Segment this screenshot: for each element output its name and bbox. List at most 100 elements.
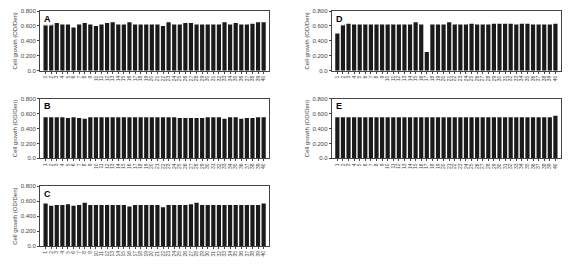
- svg-text:34: 34: [518, 163, 524, 169]
- svg-text:20: 20: [148, 163, 154, 169]
- svg-text:10: 10: [93, 75, 99, 81]
- svg-text:14: 14: [115, 251, 121, 257]
- svg-text:14: 14: [407, 163, 413, 169]
- svg-text:1: 1: [42, 75, 48, 78]
- svg-text:18: 18: [429, 163, 435, 169]
- svg-text:20: 20: [440, 75, 446, 81]
- svg-text:33: 33: [513, 163, 519, 169]
- svg-text:13: 13: [109, 251, 115, 257]
- svg-text:29: 29: [199, 75, 205, 81]
- svg-text:D: D: [336, 14, 343, 24]
- svg-text:32: 32: [216, 75, 222, 81]
- svg-text:18: 18: [137, 251, 143, 257]
- svg-text:0.0: 0.0: [319, 68, 328, 74]
- svg-text:9: 9: [379, 163, 385, 166]
- svg-text:30: 30: [204, 163, 210, 169]
- svg-text:40: 40: [260, 75, 266, 81]
- svg-text:19: 19: [435, 163, 441, 169]
- svg-text:32: 32: [507, 75, 513, 81]
- svg-text:5: 5: [356, 75, 362, 78]
- svg-text:35: 35: [524, 163, 530, 169]
- svg-text:36: 36: [238, 163, 244, 169]
- svg-text:22: 22: [451, 163, 457, 169]
- svg-text:30: 30: [496, 75, 502, 81]
- svg-text:23: 23: [457, 163, 463, 169]
- svg-text:Cell growth (OD/Den): Cell growth (OD/Den): [12, 12, 18, 69]
- svg-text:9: 9: [87, 251, 93, 254]
- svg-text:23: 23: [165, 251, 171, 257]
- svg-text:37: 37: [244, 251, 250, 257]
- svg-text:27: 27: [188, 75, 194, 81]
- svg-text:28: 28: [193, 75, 199, 81]
- svg-text:2: 2: [48, 163, 54, 166]
- svg-text:39: 39: [255, 251, 261, 257]
- svg-text:26: 26: [182, 251, 188, 257]
- svg-text:40: 40: [260, 163, 266, 169]
- svg-text:38: 38: [541, 75, 547, 81]
- svg-text:12: 12: [104, 75, 110, 81]
- svg-text:13: 13: [109, 75, 115, 81]
- svg-text:0.0: 0.0: [27, 155, 36, 161]
- svg-text:31: 31: [210, 163, 216, 169]
- svg-text:25: 25: [176, 251, 182, 257]
- svg-text:6: 6: [70, 75, 76, 78]
- svg-text:32: 32: [216, 251, 222, 257]
- svg-text:5: 5: [356, 163, 362, 166]
- svg-text:8: 8: [81, 251, 87, 254]
- svg-text:39: 39: [546, 75, 552, 81]
- svg-text:14: 14: [115, 163, 121, 169]
- svg-text:1: 1: [334, 75, 340, 78]
- svg-text:22: 22: [451, 75, 457, 81]
- svg-text:A: A: [44, 14, 51, 24]
- svg-text:38: 38: [249, 251, 255, 257]
- svg-text:10: 10: [384, 75, 390, 81]
- svg-text:0.0: 0.0: [319, 155, 328, 161]
- svg-text:0.200: 0.200: [21, 53, 37, 59]
- svg-text:12: 12: [104, 251, 110, 257]
- svg-text:9: 9: [87, 163, 93, 166]
- svg-text:3: 3: [53, 75, 59, 78]
- svg-text:3: 3: [53, 251, 59, 254]
- svg-text:17: 17: [423, 163, 429, 169]
- svg-text:7: 7: [368, 163, 374, 166]
- svg-text:24: 24: [171, 251, 177, 257]
- svg-text:19: 19: [143, 75, 149, 81]
- svg-text:16: 16: [418, 75, 424, 81]
- svg-text:10: 10: [384, 163, 390, 169]
- svg-text:27: 27: [188, 251, 194, 257]
- svg-text:25: 25: [176, 163, 182, 169]
- svg-text:23: 23: [457, 75, 463, 81]
- svg-text:39: 39: [255, 75, 261, 81]
- svg-text:2: 2: [48, 251, 54, 254]
- svg-text:36: 36: [238, 75, 244, 81]
- svg-text:13: 13: [401, 163, 407, 169]
- svg-text:4: 4: [351, 75, 357, 78]
- svg-text:11: 11: [98, 75, 104, 80]
- svg-text:3: 3: [345, 75, 351, 78]
- svg-text:38: 38: [249, 163, 255, 169]
- svg-text:22: 22: [160, 251, 166, 257]
- svg-text:15: 15: [412, 75, 418, 81]
- svg-text:0.600: 0.600: [21, 111, 37, 117]
- svg-text:0.400: 0.400: [21, 213, 37, 219]
- svg-text:37: 37: [535, 163, 541, 169]
- svg-text:0.400: 0.400: [21, 38, 37, 44]
- svg-text:40: 40: [260, 251, 266, 257]
- svg-text:30: 30: [204, 75, 210, 81]
- svg-text:8: 8: [373, 75, 379, 78]
- svg-text:15: 15: [120, 163, 126, 169]
- svg-text:16: 16: [126, 251, 132, 257]
- svg-text:0.200: 0.200: [313, 53, 329, 59]
- svg-text:0.200: 0.200: [21, 141, 37, 147]
- svg-text:8: 8: [81, 75, 87, 78]
- svg-text:26: 26: [474, 75, 480, 81]
- svg-text:9: 9: [87, 75, 93, 78]
- svg-text:8: 8: [373, 163, 379, 166]
- svg-text:19: 19: [435, 75, 441, 81]
- svg-text:18: 18: [429, 75, 435, 81]
- svg-text:0.600: 0.600: [21, 198, 37, 204]
- svg-text:13: 13: [109, 163, 115, 169]
- svg-text:8: 8: [81, 163, 87, 166]
- svg-text:33: 33: [221, 163, 227, 169]
- svg-text:7: 7: [76, 75, 82, 78]
